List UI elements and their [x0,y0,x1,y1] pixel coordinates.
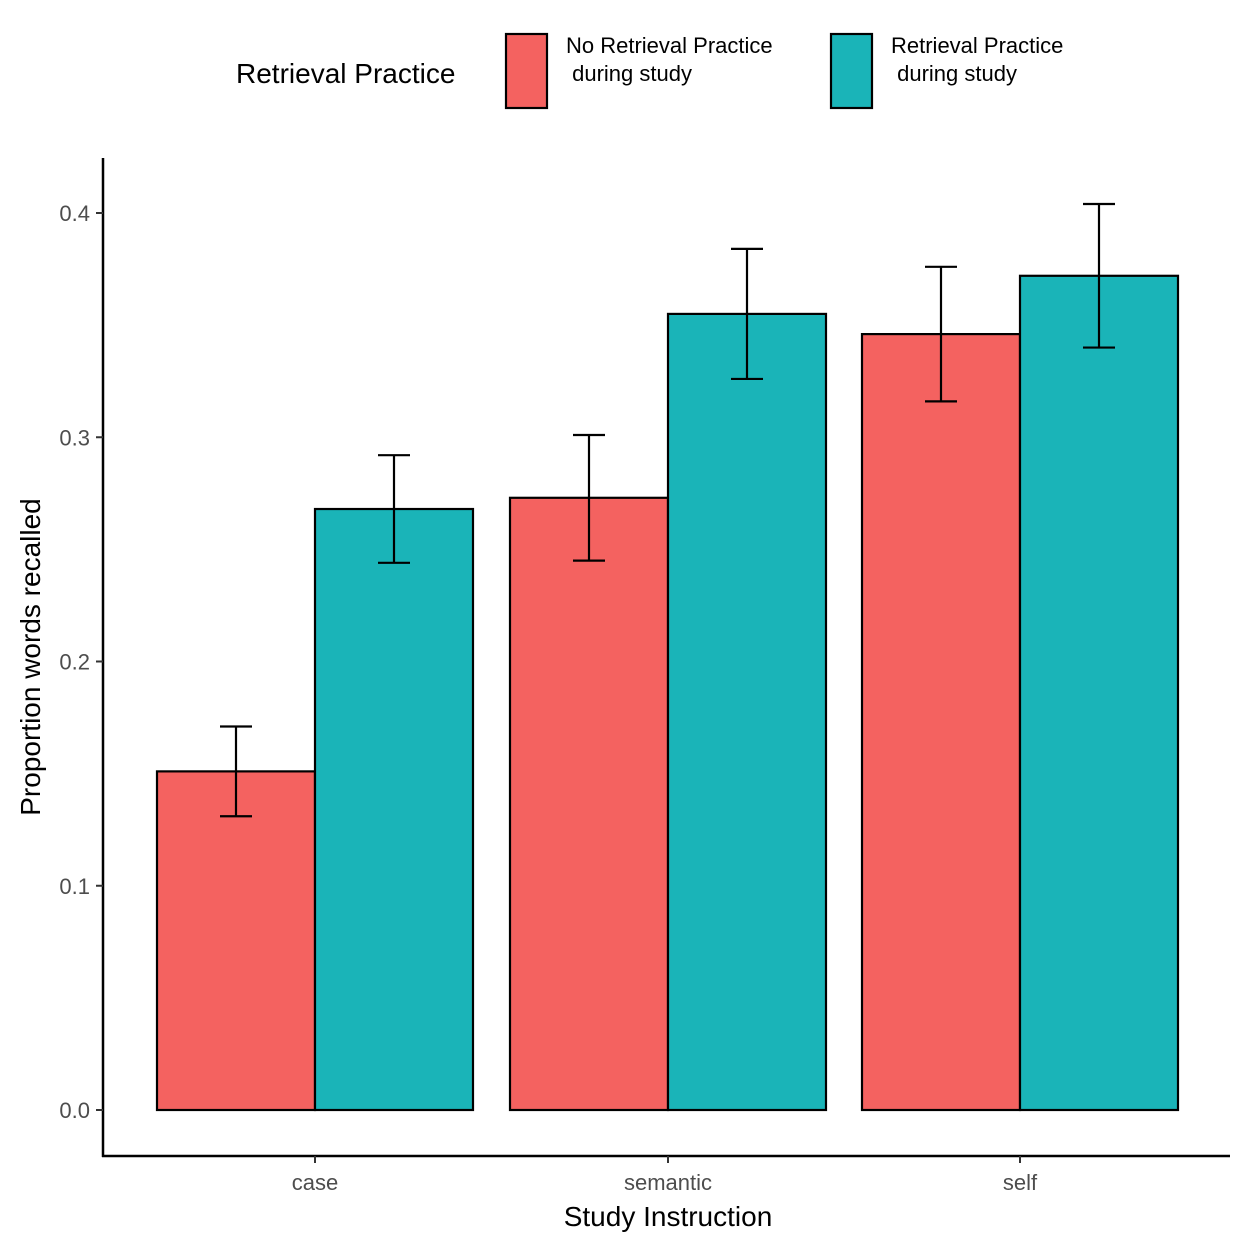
bar-case-series-1 [155,770,317,1112]
y-tick-label: 0.4 [59,201,90,226]
y-tick-label: 0.0 [59,1098,90,1123]
legend-item-1: No Retrieval Practice during study [504,32,773,110]
error-bar-self-series-2 [1083,202,1115,349]
legend-label: Retrieval Practice during study [891,33,1063,86]
legend: Retrieval Practice No Retrieval Practice… [236,32,1063,110]
y-axis-title: Proportion words recalled [15,498,46,816]
plot-area: 0.0 0.1 0.2 0.3 0.4 case semantic self [59,158,1230,1195]
bar-case-series-2 [313,507,475,1112]
y-tick-label: 0.1 [59,874,90,899]
legend-label: No Retrieval Practice during study [566,33,773,86]
x-axis-title: Study Instruction [564,1201,773,1232]
error-bar-self-series-1 [925,265,957,403]
bar-self-series-1 [860,332,1022,1112]
x-tick-label: self [1003,1170,1038,1195]
error-bar-case-series-1 [220,725,252,818]
y-tick-label: 0.2 [59,650,90,675]
error-bar-semantic-series-2 [731,247,763,381]
x-tick-label: semantic [624,1170,712,1195]
error-bar-case-series-2 [378,454,410,564]
bar-self-series-2 [1018,274,1180,1112]
error-bar-semantic-series-1 [573,433,605,562]
bar-semantic-series-1 [508,496,670,1112]
x-tick-label: case [292,1170,338,1195]
legend-title: Retrieval Practice [236,58,455,89]
legend-item-2: Retrieval Practice during study [829,32,1063,110]
bar-semantic-series-2 [666,312,828,1112]
y-tick-label: 0.3 [59,425,90,450]
legend-key-swatch [504,32,549,110]
legend-key-swatch [829,32,874,110]
